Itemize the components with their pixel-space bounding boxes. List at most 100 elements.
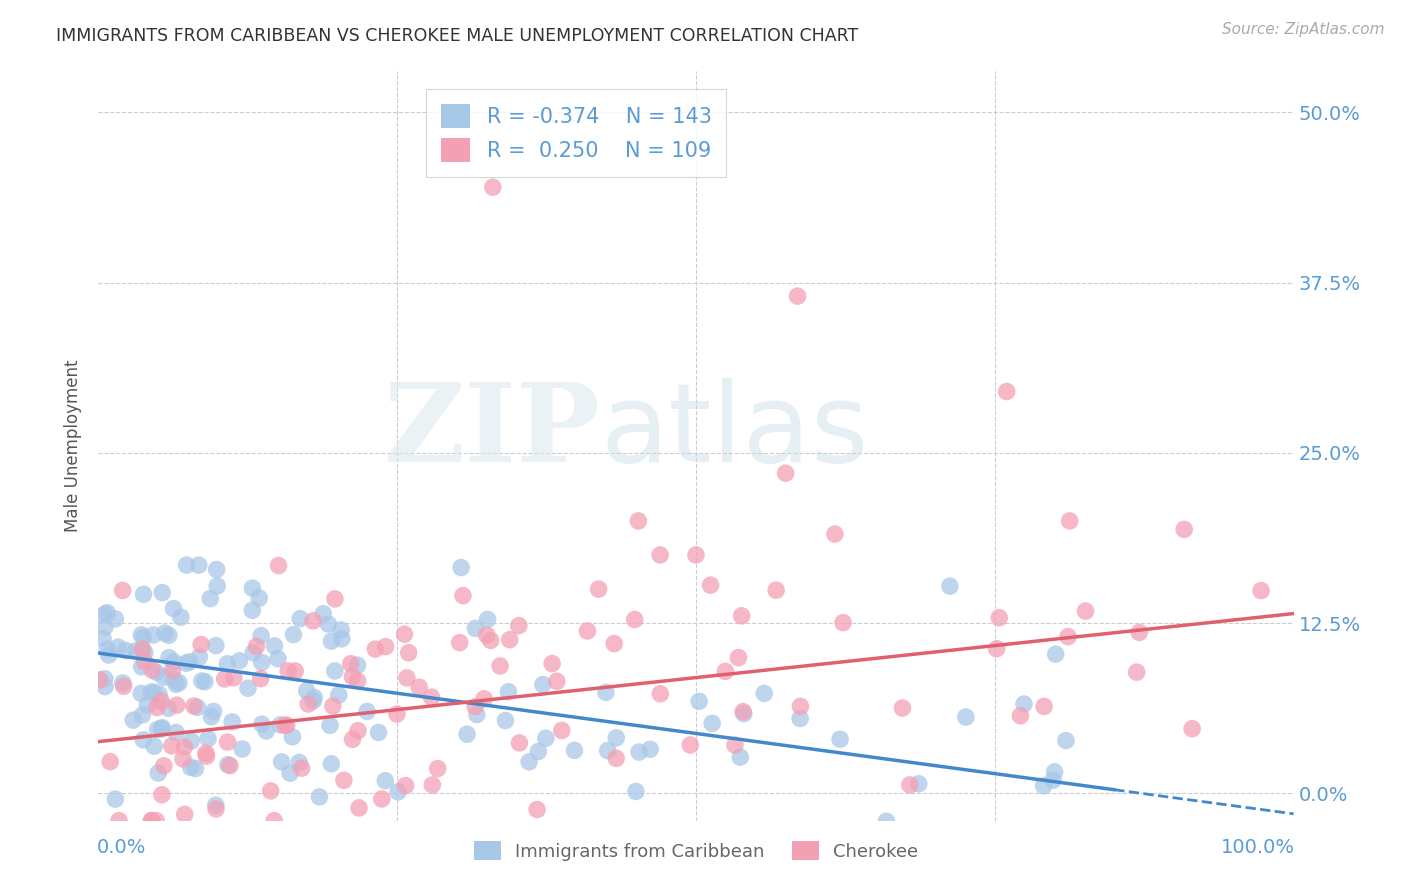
Point [605, 751, 627, 765]
Point [188, 649, 211, 664]
Point [321, 756, 343, 771]
Point [94, 672, 117, 686]
Point [104, 612, 127, 626]
Point [131, 628, 153, 642]
Point [148, 687, 170, 701]
Point [276, 718, 298, 732]
Point [907, 777, 929, 791]
Point [527, 744, 550, 758]
Point [260, 784, 283, 798]
Point [170, 610, 193, 624]
Point [364, 642, 387, 657]
Point [190, 638, 212, 652]
Point [477, 612, 499, 626]
Point [733, 705, 755, 719]
Point [122, 713, 145, 727]
Point [145, 814, 167, 828]
Point [152, 670, 174, 684]
Point [222, 671, 245, 685]
Point [157, 701, 180, 715]
Point [204, 798, 226, 813]
Point [394, 627, 416, 641]
Text: 0.0%: 0.0% [97, 838, 146, 857]
Point [420, 690, 443, 705]
Point [240, 603, 263, 617]
Point [132, 732, 155, 747]
Point [526, 803, 548, 817]
Point [374, 640, 396, 654]
Point [685, 548, 707, 562]
Point [302, 614, 325, 628]
Point [180, 734, 202, 748]
Point [183, 698, 205, 713]
Point [385, 707, 408, 722]
Point [134, 645, 156, 659]
Point [426, 762, 449, 776]
Point [333, 773, 356, 788]
Point [163, 655, 186, 669]
Point [988, 611, 1011, 625]
Point [217, 657, 239, 671]
Point [499, 632, 522, 647]
Point [160, 739, 183, 753]
Point [150, 788, 173, 802]
Point [342, 732, 364, 747]
Point [205, 639, 228, 653]
Point [898, 778, 921, 792]
Point [322, 698, 344, 713]
Point [141, 663, 163, 677]
Point [277, 664, 299, 678]
Point [347, 723, 370, 738]
Point [108, 814, 131, 828]
Point [346, 673, 368, 688]
Point [131, 708, 153, 723]
Point [221, 714, 243, 729]
Point [319, 718, 342, 732]
Point [534, 731, 557, 746]
Point [374, 773, 396, 788]
Point [475, 628, 498, 642]
Point [828, 732, 851, 747]
Text: ZIP: ZIP [384, 377, 600, 484]
Point [141, 814, 163, 828]
Point [605, 731, 627, 745]
Point [291, 761, 314, 775]
Point [219, 758, 242, 772]
Point [166, 698, 188, 713]
Point [508, 736, 530, 750]
Point [134, 655, 156, 669]
Text: Source: ZipAtlas.com: Source: ZipAtlas.com [1222, 22, 1385, 37]
Point [420, 778, 443, 792]
Point [688, 694, 710, 708]
Point [200, 591, 222, 606]
Point [249, 672, 271, 686]
Point [730, 750, 752, 764]
Point [1057, 630, 1080, 644]
Point [89, 673, 111, 687]
Point [217, 757, 239, 772]
Legend: Immigrants from Caribbean, Cherokee: Immigrants from Caribbean, Cherokee [467, 833, 925, 868]
Point [395, 671, 418, 685]
Point [143, 739, 166, 754]
Point [481, 180, 505, 194]
Point [498, 685, 520, 699]
Point [464, 699, 486, 714]
Point [754, 686, 776, 700]
Point [162, 664, 184, 678]
Point [398, 646, 420, 660]
Point [112, 679, 135, 693]
Point [824, 527, 846, 541]
Point [180, 760, 202, 774]
Point [94, 680, 117, 694]
Point [342, 670, 364, 684]
Point [153, 626, 176, 640]
Point [250, 656, 273, 670]
Point [302, 694, 325, 708]
Point [724, 738, 747, 752]
Point [165, 725, 187, 739]
Point [648, 548, 672, 562]
Point [1033, 699, 1056, 714]
Point [145, 665, 167, 680]
Point [596, 743, 619, 757]
Point [765, 583, 787, 598]
